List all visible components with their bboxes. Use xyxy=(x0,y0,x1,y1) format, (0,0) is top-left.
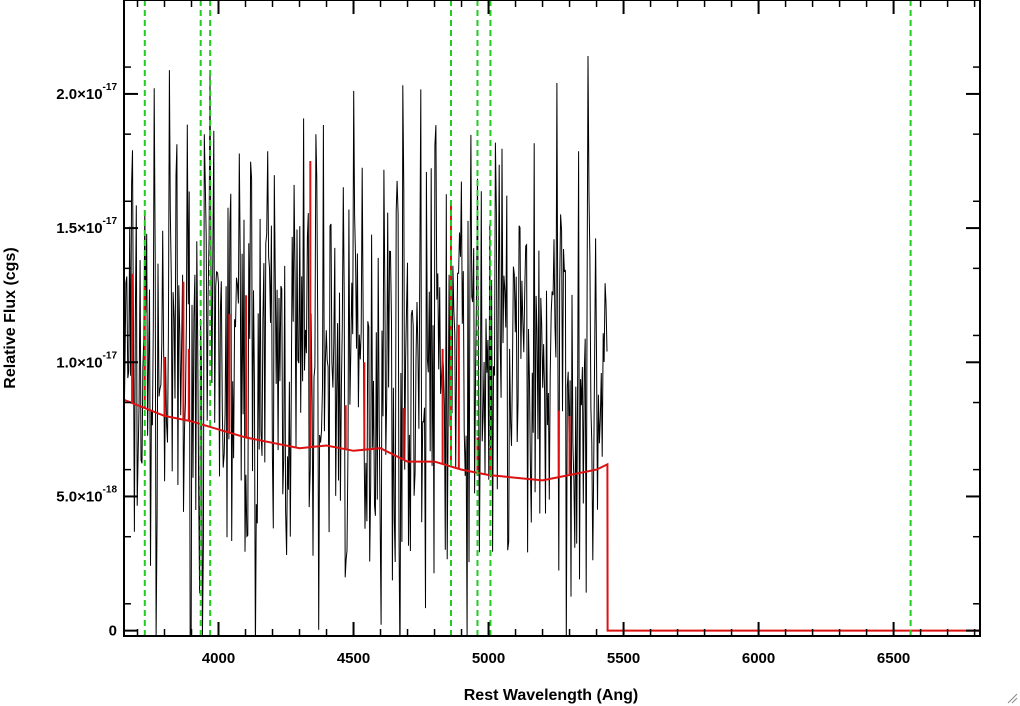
plot-frame xyxy=(123,0,981,637)
x-axis-ticks: 4000 4500 5000 5500 6000 6500 xyxy=(136,0,976,667)
plot-area xyxy=(124,0,980,636)
x-axis-title: Rest Wavelength (Ang) xyxy=(464,687,639,704)
emission-line-markers xyxy=(143,0,912,636)
x-tick-label: 5500 xyxy=(607,650,640,667)
y-axis-ticks: 0 5.0×10-18 1.0×10-17 1.5×10-17 2.0×10-17 xyxy=(56,66,980,640)
y-tick-label: 2.0×10-17 xyxy=(56,82,117,103)
x-tick-label: 5000 xyxy=(472,650,505,667)
y-tick-label: 1.5×10-17 xyxy=(56,216,117,237)
y-tick-label: 5.0×10-18 xyxy=(56,484,117,505)
x-tick-label: 4500 xyxy=(337,650,370,667)
x-tick-label: 4000 xyxy=(202,650,235,667)
resize-grip-icon[interactable] xyxy=(1004,690,1018,704)
observed-spectrum xyxy=(124,55,608,636)
observed-spectrum-line xyxy=(124,55,608,636)
x-tick-label: 6000 xyxy=(742,650,775,667)
y-tick-label: 1.0×10-17 xyxy=(56,350,117,371)
x-tick-label: 6500 xyxy=(877,650,910,667)
model-continuum-line xyxy=(124,398,980,632)
y-tick-label: 0 xyxy=(109,623,117,640)
y-axis-title: Relative Flux (cgs) xyxy=(2,247,19,388)
plot-border xyxy=(123,0,981,637)
